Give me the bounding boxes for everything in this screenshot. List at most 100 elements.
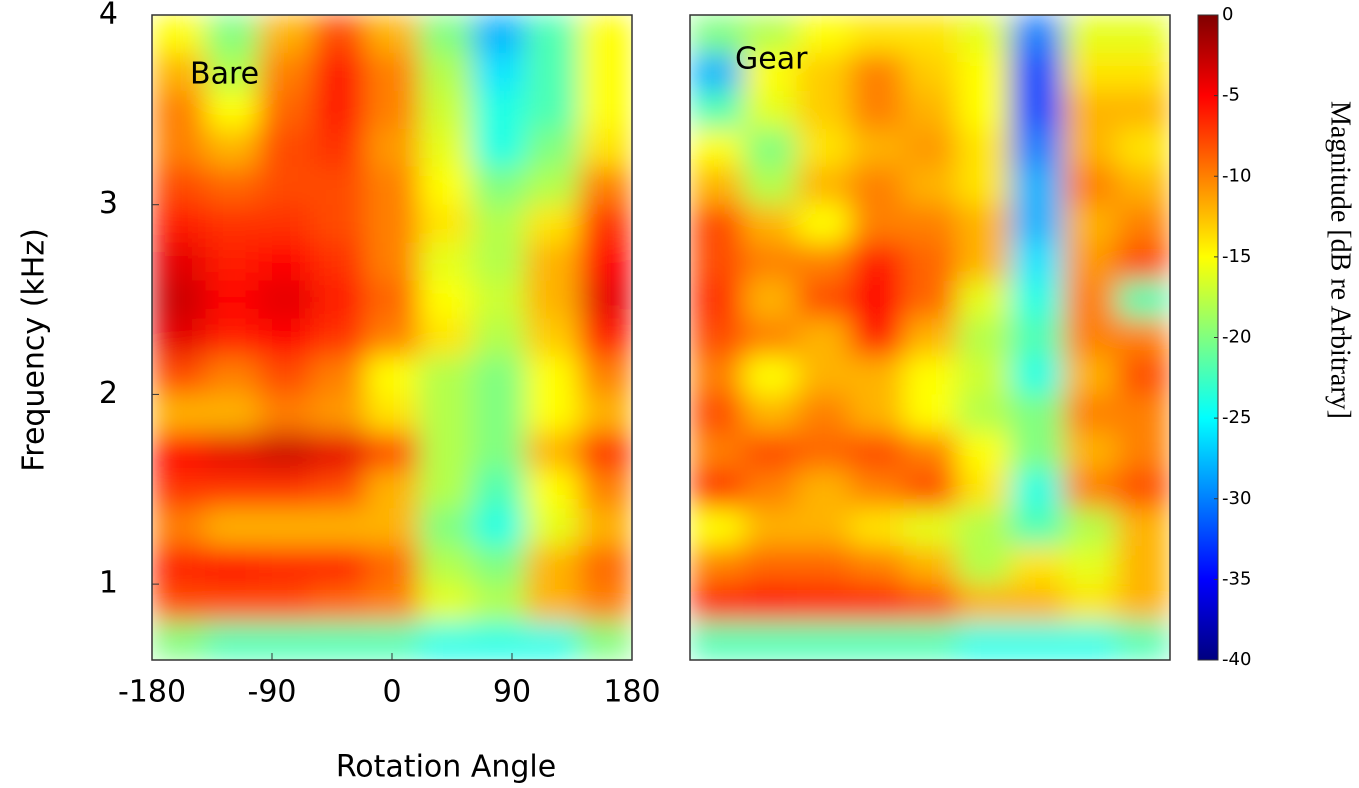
heatmap-cell bbox=[850, 128, 904, 168]
heatmap-cell bbox=[578, 90, 632, 130]
heatmap-cell bbox=[1063, 128, 1118, 168]
heatmap-cell bbox=[312, 432, 366, 471]
heatmap-cell bbox=[365, 204, 420, 244]
heatmap-cell bbox=[152, 15, 206, 54]
heatmap-cell bbox=[1116, 52, 1170, 92]
heatmap-cell bbox=[418, 166, 473, 206]
heatmap-cell bbox=[578, 546, 632, 585]
heatmap-cell bbox=[525, 166, 580, 206]
heatmap-cell bbox=[258, 432, 313, 471]
heatmap-cell bbox=[205, 242, 260, 282]
heatmap-cell bbox=[578, 280, 632, 320]
heatmap-cell bbox=[903, 52, 958, 92]
heatmap-cell bbox=[472, 15, 526, 54]
heatmap-cell bbox=[690, 280, 744, 320]
heatmap-cell bbox=[956, 584, 1011, 623]
colorbar-label: Magnitude [dB re Arbitrary] bbox=[1325, 101, 1356, 419]
heatmap-cell bbox=[152, 356, 206, 395]
heatmap-cell bbox=[205, 90, 260, 130]
heatmap-cell bbox=[690, 356, 744, 395]
heatmap-cell bbox=[1116, 584, 1170, 623]
heatmap-cell bbox=[365, 242, 420, 282]
heatmap-cell bbox=[312, 622, 366, 660]
heatmap-cell bbox=[903, 15, 958, 54]
heatmap-cell bbox=[312, 52, 366, 92]
heatmap-cell bbox=[312, 242, 366, 282]
heatmap-cell bbox=[1063, 394, 1118, 433]
heatmap-cell bbox=[1010, 584, 1064, 623]
heatmap-cell bbox=[1116, 432, 1170, 471]
heatmap-cell bbox=[690, 128, 744, 168]
heatmap-cell bbox=[472, 622, 526, 660]
heatmap-cell bbox=[418, 356, 473, 395]
heatmap-cell bbox=[418, 318, 473, 357]
heatmap-cell bbox=[903, 546, 958, 585]
heatmap-cell bbox=[472, 546, 526, 585]
heatmap-cell bbox=[205, 128, 260, 168]
heatmap-cell bbox=[1063, 470, 1118, 509]
heatmap-cell bbox=[903, 166, 958, 206]
heatmap-cell bbox=[850, 394, 904, 433]
heatmap-cell bbox=[418, 128, 473, 168]
heatmap-cell bbox=[850, 52, 904, 92]
heatmap-cell bbox=[365, 356, 420, 395]
heatmap-cell bbox=[152, 204, 206, 244]
heatmap-cell bbox=[525, 546, 580, 585]
heatmap-cell bbox=[418, 15, 473, 54]
heatmap-cell bbox=[850, 622, 904, 660]
heatmap-cell bbox=[690, 546, 744, 585]
heatmap-cell bbox=[690, 204, 744, 244]
heatmap-cell bbox=[578, 394, 632, 433]
heatmap-cell bbox=[472, 204, 526, 244]
heatmap-cell bbox=[258, 394, 313, 433]
heatmap-cell bbox=[1010, 204, 1064, 244]
heatmap-cell bbox=[152, 280, 206, 320]
y-tick-label: 1 bbox=[99, 566, 118, 601]
heatmap-cell bbox=[152, 90, 206, 130]
heatmap-cell bbox=[418, 242, 473, 282]
heatmap-cell bbox=[850, 204, 904, 244]
heatmap-cell bbox=[1116, 318, 1170, 357]
heatmap-cell bbox=[743, 242, 798, 282]
heatmap-cell bbox=[796, 128, 851, 168]
colorbar-tick-label: -25 bbox=[1222, 407, 1251, 428]
heatmap-cell bbox=[1063, 242, 1118, 282]
heatmap-cell bbox=[743, 356, 798, 395]
heatmap-cell bbox=[1063, 52, 1118, 92]
heatmap-cell bbox=[796, 318, 851, 357]
heatmap-cell bbox=[1116, 546, 1170, 585]
heatmap-cell bbox=[205, 356, 260, 395]
colorbar-tick-label: -10 bbox=[1222, 165, 1251, 186]
heatmap-cell bbox=[205, 394, 260, 433]
heatmap-cell bbox=[258, 166, 313, 206]
heatmap-cell bbox=[743, 15, 798, 54]
annotation: Gear bbox=[735, 42, 808, 77]
heatmap-cell bbox=[152, 622, 206, 660]
heatmap-cell bbox=[205, 318, 260, 357]
heatmap-cell bbox=[850, 470, 904, 509]
heatmap-cell bbox=[418, 508, 473, 547]
heatmap-cell bbox=[578, 52, 632, 92]
heatmap-cell bbox=[312, 15, 366, 54]
y-tick-label: 3 bbox=[99, 186, 118, 221]
heatmap-cell bbox=[418, 470, 473, 509]
heatmap-cell bbox=[205, 432, 260, 471]
heatmap-cell bbox=[472, 318, 526, 357]
heatmap-cell bbox=[1116, 508, 1170, 547]
heatmap-cell bbox=[690, 508, 744, 547]
heatmap-cell bbox=[903, 508, 958, 547]
x-tick-label: 90 bbox=[493, 675, 531, 710]
heatmap-cell bbox=[743, 546, 798, 585]
heatmap-cell bbox=[850, 90, 904, 130]
heatmap-cell bbox=[578, 204, 632, 244]
heatmap-cell bbox=[903, 584, 958, 623]
heatmap-cell bbox=[1010, 508, 1064, 547]
heatmap-cell bbox=[525, 394, 580, 433]
heatmap-cell bbox=[1010, 356, 1064, 395]
heatmap-cell bbox=[578, 470, 632, 509]
heatmap-cell bbox=[1116, 204, 1170, 244]
heatmap-cell bbox=[1010, 242, 1064, 282]
heatmap-cell bbox=[418, 584, 473, 623]
heatmap bbox=[152, 15, 632, 660]
heatmap-cell bbox=[690, 90, 744, 130]
